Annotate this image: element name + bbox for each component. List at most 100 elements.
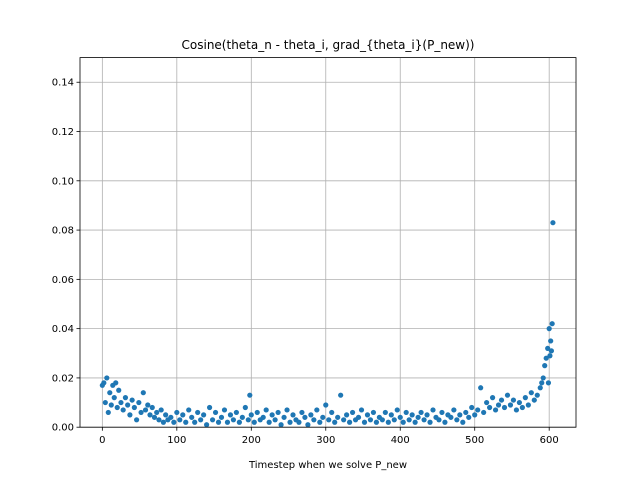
data-point xyxy=(158,407,164,413)
data-point xyxy=(215,419,222,425)
data-point xyxy=(335,414,341,420)
data-point xyxy=(338,392,344,398)
data-point xyxy=(127,412,133,418)
data-point xyxy=(209,417,216,423)
data-point xyxy=(495,402,502,408)
data-point xyxy=(548,348,555,354)
data-point xyxy=(542,363,548,369)
data-point xyxy=(358,407,365,413)
data-point xyxy=(516,399,522,406)
data-point xyxy=(498,397,505,403)
data-point xyxy=(501,404,508,411)
data-point xyxy=(510,397,517,403)
data-point xyxy=(236,419,242,425)
data-point xyxy=(382,409,388,416)
data-point xyxy=(160,419,167,425)
data-point xyxy=(247,392,253,398)
data-point xyxy=(409,412,415,418)
data-point xyxy=(114,404,120,411)
data-point xyxy=(451,407,457,413)
data-point xyxy=(507,402,514,408)
data-point xyxy=(116,387,122,393)
data-point xyxy=(254,409,260,416)
data-point xyxy=(227,412,234,418)
data-point xyxy=(245,417,251,423)
data-point xyxy=(149,404,155,411)
data-point xyxy=(138,409,144,416)
x-tick-label: 400 xyxy=(391,435,410,446)
data-point xyxy=(475,407,481,413)
data-point xyxy=(233,409,239,416)
data-point xyxy=(332,419,338,425)
data-point xyxy=(394,407,400,413)
data-point xyxy=(454,417,460,423)
data-point xyxy=(349,409,356,416)
data-point xyxy=(263,407,269,413)
data-point xyxy=(421,417,427,423)
data-point xyxy=(104,375,110,381)
y-tick-label: 0.10 xyxy=(52,176,74,187)
data-point xyxy=(272,417,278,423)
data-point xyxy=(239,414,245,420)
y-tick-label: 0.06 xyxy=(52,275,74,286)
data-point xyxy=(287,419,293,425)
data-point xyxy=(278,422,284,428)
data-point xyxy=(251,419,257,425)
data-point xyxy=(156,417,162,423)
data-point xyxy=(385,419,391,425)
data-point xyxy=(204,422,210,428)
data-point xyxy=(171,419,177,425)
data-point xyxy=(344,412,350,418)
data-point xyxy=(111,395,117,401)
data-point xyxy=(290,412,296,418)
data-point xyxy=(118,399,124,406)
x-tick-label: 200 xyxy=(242,435,261,446)
data-point xyxy=(145,402,151,408)
data-point xyxy=(427,419,433,425)
data-point xyxy=(469,404,475,411)
chart-title: Cosine(theta_n - theta_i, grad_{theta_i}… xyxy=(182,38,475,52)
data-point xyxy=(147,412,153,418)
data-point xyxy=(177,417,183,423)
x-tick-label: 500 xyxy=(465,435,484,446)
data-point xyxy=(487,404,493,411)
data-point xyxy=(230,417,237,423)
data-point xyxy=(242,404,248,411)
data-point xyxy=(460,419,466,425)
data-point xyxy=(224,419,231,425)
data-point xyxy=(189,414,195,420)
y-tick-label: 0.08 xyxy=(52,226,74,237)
data-point xyxy=(537,385,543,391)
data-point xyxy=(504,392,511,398)
y-axis: 0.00 0.02 0.04 0.06 0.08 0.10 0.12 0.14 xyxy=(52,78,80,434)
data-point xyxy=(489,395,496,401)
data-point xyxy=(513,407,520,413)
data-point xyxy=(218,414,225,420)
data-point xyxy=(547,353,553,359)
data-point xyxy=(367,417,374,423)
data-point xyxy=(122,395,129,401)
data-point xyxy=(107,390,113,396)
data-point xyxy=(302,414,308,420)
data-points xyxy=(99,220,556,428)
data-point xyxy=(361,419,368,425)
data-point xyxy=(125,402,131,408)
data-point xyxy=(129,397,135,403)
y-tick-label: 0.02 xyxy=(52,373,74,384)
data-point xyxy=(412,419,418,425)
data-point xyxy=(120,407,126,413)
data-point xyxy=(266,419,272,425)
data-point xyxy=(281,414,287,420)
data-point xyxy=(174,409,180,416)
data-point xyxy=(206,404,213,411)
data-point xyxy=(550,220,556,226)
data-point xyxy=(275,409,281,416)
data-point xyxy=(466,414,472,420)
data-point xyxy=(151,414,158,420)
data-point xyxy=(299,409,305,416)
data-point xyxy=(545,345,551,351)
data-point xyxy=(102,399,108,406)
data-point xyxy=(308,412,314,418)
data-point xyxy=(341,417,347,423)
